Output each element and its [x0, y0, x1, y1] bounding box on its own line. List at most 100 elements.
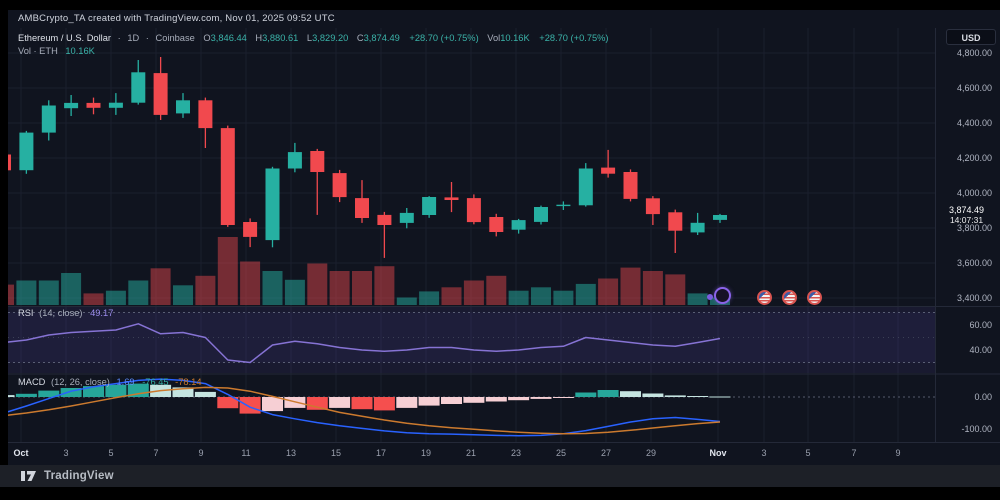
candle[interactable] — [668, 212, 683, 231]
rsi-params: (14, close) — [39, 308, 83, 318]
macd-histogram-bar — [194, 391, 216, 397]
macd-title: MACD — [18, 377, 46, 387]
volume-bar — [575, 283, 596, 305]
time-axis-label: Oct — [13, 448, 29, 458]
volume-bar — [486, 275, 507, 305]
candle[interactable] — [64, 102, 79, 109]
candle[interactable] — [19, 132, 34, 171]
macd-hist-value: 1.69 — [116, 377, 135, 387]
candle[interactable] — [645, 198, 660, 215]
close-value: 3,874.49 — [363, 33, 400, 43]
candle[interactable] — [422, 197, 437, 215]
open-value: 3,846.44 — [210, 33, 247, 43]
rsi-band-fill — [8, 307, 935, 373]
volume-bar — [16, 280, 37, 305]
candle[interactable] — [511, 220, 526, 230]
candle[interactable] — [220, 128, 235, 225]
candle[interactable] — [131, 72, 146, 103]
candle[interactable] — [713, 215, 727, 220]
us-flag-event-icon[interactable] — [782, 290, 797, 305]
macd-histogram-bar — [105, 384, 127, 397]
rsi-value: 49.17 — [90, 308, 114, 318]
event-dot-icon[interactable] — [707, 294, 713, 300]
time-axis-label: 17 — [375, 448, 387, 458]
candle[interactable] — [690, 222, 705, 233]
candle[interactable] — [534, 207, 548, 222]
macd-histogram-bar — [60, 388, 82, 397]
candle[interactable] — [176, 100, 190, 114]
close-label: C — [356, 33, 364, 43]
macd-histogram-bar — [239, 397, 261, 414]
price-axis-label: 4,800.00 — [956, 48, 992, 58]
candle[interactable] — [86, 102, 101, 108]
legend-separator: · — [117, 33, 121, 43]
us-flag-event-icon[interactable] — [757, 290, 772, 305]
macd-histogram-bar — [709, 396, 731, 398]
candle[interactable] — [287, 152, 302, 169]
time-axis-label: 7 — [851, 448, 857, 458]
candle[interactable] — [601, 167, 616, 174]
time-axis-label: 13 — [285, 448, 297, 458]
volume-bar — [105, 290, 126, 305]
crypto-event-icon[interactable] — [714, 287, 731, 304]
time-axis-label: 19 — [420, 448, 432, 458]
volume-bar — [531, 287, 551, 305]
rsi-legend[interactable]: RSI (14, close) 49.17 — [18, 308, 113, 318]
high-label: H — [255, 33, 263, 43]
volume-bar — [83, 293, 104, 305]
interval-label[interactable]: 1D — [127, 33, 140, 43]
volume-bar — [419, 291, 440, 305]
candle[interactable] — [578, 168, 593, 206]
volume-bar — [307, 263, 328, 305]
rsi-axis-label: 60.00 — [969, 320, 992, 330]
macd-histogram-bar — [172, 387, 194, 397]
time-axis-label: 7 — [153, 448, 159, 458]
vol-value: 10.16K — [500, 33, 530, 43]
rsi-band-fill — [8, 312, 935, 363]
candle[interactable] — [265, 168, 280, 241]
candle[interactable] — [198, 100, 213, 129]
macd-histogram-bar — [642, 393, 664, 397]
volume-bar — [598, 278, 619, 305]
candle[interactable] — [153, 73, 168, 115]
low-value: 3,829.20 — [312, 33, 349, 43]
price-axis-label: 4,400.00 — [956, 118, 992, 128]
candle[interactable] — [377, 214, 392, 225]
candle[interactable] — [466, 198, 481, 223]
us-flag-event-icon[interactable] — [807, 290, 822, 305]
candle[interactable] — [444, 197, 459, 200]
tradingview-brand-text: TradingView — [44, 470, 114, 482]
macd-legend[interactable]: MACD (12, 26, close) 1.69 -76.45 -78.14 — [18, 377, 202, 387]
macd-histogram-bar — [217, 397, 239, 409]
candle[interactable] — [310, 151, 325, 172]
volume-indicator-label[interactable]: Vol · ETH — [18, 46, 58, 56]
last-price-value: 3,874.49 — [948, 205, 985, 215]
volume-bar — [687, 293, 708, 305]
tradingview-logo[interactable]: TradingView — [20, 468, 114, 484]
time-axis-label: 5 — [108, 448, 114, 458]
candle[interactable] — [399, 212, 414, 223]
price-axis-label: 3,600.00 — [956, 258, 992, 268]
candle[interactable] — [243, 222, 258, 237]
candle[interactable] — [489, 217, 504, 232]
volume-bar — [195, 275, 216, 305]
candle[interactable] — [41, 105, 56, 133]
candle[interactable] — [108, 102, 123, 108]
volume-bar — [217, 237, 238, 305]
macd-line — [3, 378, 721, 437]
price-axis-label: 4,600.00 — [956, 83, 992, 93]
candle[interactable] — [623, 172, 638, 199]
symbol-title[interactable]: Ethereum / U.S. Dollar — [18, 33, 112, 43]
currency-toggle-button[interactable]: USD — [946, 29, 996, 45]
candle[interactable] — [332, 173, 347, 198]
macd-histogram-bar — [575, 392, 597, 397]
volume-bar — [150, 268, 171, 305]
candle[interactable] — [355, 198, 369, 218]
candle[interactable] — [556, 204, 571, 207]
macd-histogram-bar — [83, 386, 104, 397]
time-axis-label: 3 — [761, 448, 767, 458]
legend: Ethereum / U.S. Dollar · 1D · Coinbase O… — [18, 32, 609, 58]
rsi-title: RSI — [18, 308, 34, 318]
volume-bar — [61, 273, 82, 305]
